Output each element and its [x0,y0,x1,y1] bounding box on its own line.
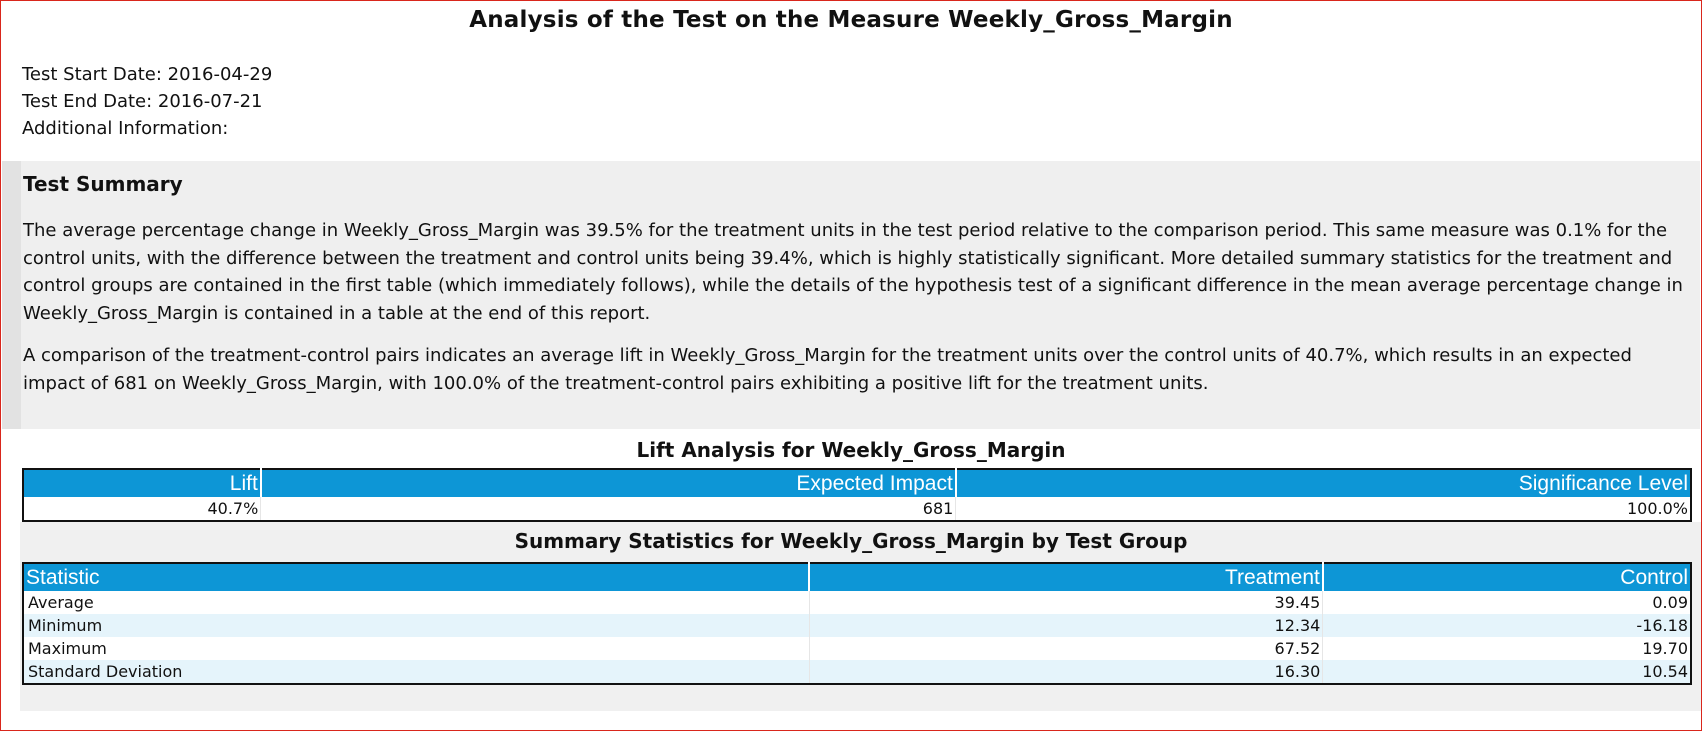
summary-statistics-table: Statistic Treatment Control Average 39.4… [22,562,1692,685]
statistics-header-row: Statistic Treatment Control [23,563,1691,591]
treatment-value: 39.45 [809,591,1324,614]
statistic-label: Standard Deviation [23,660,810,684]
lift-analysis-title: Lift Analysis for Weekly_Gross_Margin [636,438,1066,462]
control-header: Control [1322,563,1691,591]
treatment-value: 16.30 [809,660,1324,684]
statistic-label: Maximum [23,637,810,660]
treatment-value: 67.52 [809,637,1324,660]
significance-level-header: Significance Level [955,469,1691,497]
summary-left-strip [2,161,21,429]
lift-analysis-table: Lift Expected Impact Significance Level … [22,468,1692,522]
statistic-header: Statistic [23,563,811,591]
control-value: 19.70 [1322,637,1691,660]
summary-statistics-title: Summary Statistics for Weekly_Gross_Marg… [514,529,1188,553]
statistic-label: Average [23,591,810,614]
table-row: Maximum 67.52 19.70 [23,637,1691,660]
test-start-date: Test Start Date: 2016-04-29 [22,64,273,85]
test-summary-heading: Test Summary [23,172,183,196]
summary-paragraph-2: A comparison of the treatment-control pa… [23,345,1632,394]
treatment-value: 12.34 [809,614,1324,637]
table-row: Average 39.45 0.09 [23,591,1691,614]
expected-impact-value: 681 [260,497,957,521]
treatment-header: Treatment [809,563,1324,591]
control-value: 0.09 [1322,591,1691,614]
lift-data-row: 40.7% 681 100.0% [23,497,1691,521]
expected-impact-header: Expected Impact [260,469,957,497]
lift-header-row: Lift Expected Impact Significance Level [23,469,1691,497]
summary-statistics-section: Summary Statistics for Weekly_Gross_Marg… [20,522,1701,711]
test-summary-section: Test Summary The average percentage chan… [2,161,1700,429]
lift-header: Lift [23,469,262,497]
table-row: Standard Deviation 16.30 10.54 [23,660,1691,684]
test-metadata: Test Start Date: 2016-04-29 Test End Dat… [22,61,1701,142]
control-value: 10.54 [1322,660,1691,684]
statistic-label: Minimum [23,614,810,637]
lift-value: 40.7% [23,497,262,521]
summary-paragraph-1: The average percentage change in Weekly_… [23,220,1683,324]
report-title: Analysis of the Test on the Measure Week… [469,7,1233,33]
significance-level-value: 100.0% [1626,499,1688,518]
test-end-date: Test End Date: 2016-07-21 [22,91,263,112]
control-value: -16.18 [1322,614,1691,637]
table-row: Minimum 12.34 -16.18 [23,614,1691,637]
test-summary-content: Test Summary The average percentage chan… [23,161,1688,397]
additional-information: Additional Information: [22,118,229,139]
